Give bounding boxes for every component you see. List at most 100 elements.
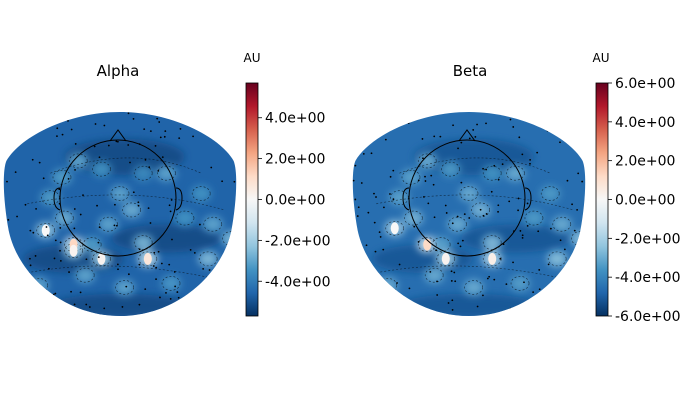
sensor-dot: [457, 147, 459, 150]
contour-line: [75, 267, 95, 283]
nose-outline: [458, 129, 476, 142]
sensor-dot: [67, 119, 69, 122]
sensor-dot: [499, 257, 502, 260]
sensor-dot: [35, 207, 37, 210]
sensor-dot: [16, 215, 18, 218]
sensor-dot: [159, 136, 162, 139]
sensor-dot: [149, 130, 152, 132]
contour-line: [115, 280, 134, 295]
hotspot: [82, 236, 103, 253]
sensor-dot: [519, 230, 522, 232]
sensor-dot: [459, 245, 462, 248]
sensor-dot: [210, 166, 213, 169]
sensor-dot: [374, 250, 377, 253]
sensor-dot: [54, 239, 57, 242]
sensor-dot: [127, 273, 130, 276]
contour-line: [547, 251, 567, 267]
sensor-dot: [82, 194, 84, 197]
sensor-dot: [391, 127, 394, 130]
sensor-dot: [396, 282, 398, 284]
head-circle: [59, 139, 177, 257]
sensor-dot: [177, 296, 180, 299]
sensor-dot: [182, 119, 185, 122]
sensor-dot: [379, 236, 382, 238]
sensor-dot: [407, 116, 410, 118]
sensor-dot: [488, 275, 491, 278]
contour-line: [15, 265, 218, 280]
sensor-dot: [472, 129, 475, 131]
sensor-dot: [176, 291, 179, 293]
sensor-dot: [47, 267, 50, 270]
sensor-dot: [521, 234, 524, 237]
sensor-dot: [32, 231, 35, 234]
sensor-dot: [154, 144, 157, 147]
sensor-dot: [392, 198, 395, 201]
contour-line: [376, 194, 574, 211]
sensor-dot: [573, 229, 576, 232]
sensor-dot: [156, 117, 159, 120]
sensor-dot: [583, 162, 586, 165]
sensor-dot: [220, 314, 223, 316]
sensor-dot: [24, 203, 27, 206]
sensor-dot: [171, 238, 173, 241]
sensor-dot: [155, 266, 158, 269]
sensor-dot: [452, 124, 454, 127]
contour-line: [482, 251, 502, 267]
contour-line: [441, 161, 460, 177]
sensor-dot: [74, 143, 77, 145]
hotspot: [540, 185, 561, 202]
sensor-dot: [127, 112, 130, 115]
sensor-dot: [538, 269, 541, 271]
contour-line: [198, 251, 218, 267]
sensor-dot: [382, 248, 385, 251]
sensor-dot: [456, 215, 459, 218]
sensor-dot: [192, 135, 194, 138]
sensor-dot: [537, 230, 540, 233]
sensor-dot: [476, 123, 478, 126]
sensor-dot: [517, 197, 520, 200]
sensor-dot: [508, 200, 511, 203]
contour-line: [191, 186, 211, 201]
contour-line: [92, 161, 111, 177]
hotspot: [221, 230, 237, 247]
sensor-dot: [6, 180, 8, 183]
sensor-dot: [45, 226, 48, 228]
sensor-dot: [532, 291, 535, 293]
sensor-dot: [352, 179, 355, 182]
sensor-dot: [576, 208, 578, 211]
sensor-dot: [73, 303, 76, 306]
panel-title: Alpha: [97, 62, 140, 80]
sensor-dot: [518, 136, 521, 139]
hotspot: [403, 210, 424, 227]
hotspot-core: [97, 252, 106, 265]
sensor-dot: [493, 278, 496, 281]
sensor-dot: [566, 179, 569, 182]
sensor-dot: [42, 177, 45, 180]
contour-line: [385, 220, 405, 236]
hotspot: [191, 185, 212, 202]
sensor-dot: [402, 314, 405, 316]
sensor-dot: [125, 285, 128, 288]
sensor-dot: [408, 287, 411, 290]
sensor-dot: [221, 137, 224, 140]
contour-line: [540, 186, 560, 201]
sensor-dot: [365, 119, 368, 121]
sensor-dot: [232, 132, 235, 135]
sensor-dot: [486, 277, 489, 280]
hotspot: [156, 165, 177, 182]
sensor-dot: [436, 280, 438, 283]
sensor-dot: [85, 303, 88, 306]
sensor-dot: [581, 180, 584, 183]
sensor-dot: [14, 294, 16, 297]
sensor-dot: [383, 130, 386, 133]
sensor-dot: [59, 241, 62, 244]
sensor-dot: [468, 217, 471, 219]
hotspot: [570, 230, 586, 247]
contour-line: [122, 202, 141, 218]
sensor-dot: [571, 203, 573, 206]
sensor-dot: [148, 166, 151, 169]
sensor-dot: [70, 128, 73, 131]
sensor-dot: [121, 306, 124, 308]
sensor-dot: [51, 113, 54, 116]
sensor-dot: [232, 121, 234, 124]
